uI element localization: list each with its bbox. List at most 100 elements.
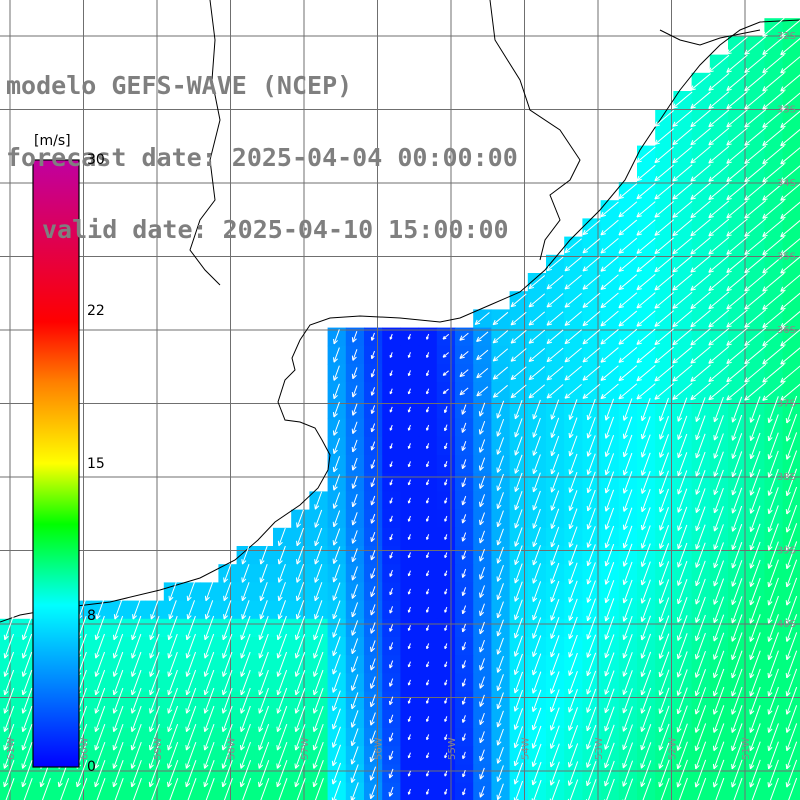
wind-arrow xyxy=(528,275,546,290)
wind-arrow xyxy=(690,146,711,164)
wind-arrow xyxy=(167,651,178,677)
wind-arrow xyxy=(604,760,615,787)
wind-arrow xyxy=(550,435,560,457)
wind-arrow xyxy=(112,669,124,696)
wind-arrow xyxy=(150,600,159,620)
wind-arrow xyxy=(733,777,743,800)
wind-arrow xyxy=(479,767,485,780)
wind-arrow xyxy=(407,625,411,631)
coastline-path xyxy=(0,19,800,623)
wind-arrow xyxy=(744,345,767,365)
wind-arrow xyxy=(496,601,504,619)
wind-arrow xyxy=(3,651,15,677)
wind-arrow xyxy=(351,602,359,618)
wind-arrow xyxy=(767,505,779,533)
wind-arrow xyxy=(369,784,377,800)
wind-arrow xyxy=(604,489,615,512)
wind-arrow xyxy=(351,566,358,581)
wind-arrow xyxy=(407,661,411,668)
colorbar-scale xyxy=(32,159,80,768)
wind-arrow xyxy=(514,454,523,474)
wind-arrow xyxy=(780,37,800,56)
wind-arrow xyxy=(332,582,341,601)
wind-arrow xyxy=(461,587,467,597)
wind-arrow xyxy=(582,274,601,290)
wind-arrow xyxy=(726,200,748,219)
latitude-label: 33S xyxy=(777,105,796,116)
wind-arrow xyxy=(586,616,597,640)
wind-arrow xyxy=(654,237,675,255)
wind-arrow xyxy=(258,687,269,714)
wind-arrow xyxy=(112,705,124,733)
wind-arrow xyxy=(112,741,124,769)
wind-arrow xyxy=(388,732,394,742)
wind-arrow xyxy=(690,273,711,291)
latitude-label: 37S xyxy=(777,399,796,410)
wind-arrow xyxy=(636,328,656,345)
wind-arrow xyxy=(333,329,340,345)
wind-arrow xyxy=(513,653,523,676)
wind-arrow xyxy=(672,91,693,109)
wind-arrow xyxy=(744,200,767,219)
wind-arrow xyxy=(425,752,430,759)
wind-arrow xyxy=(370,640,376,653)
wind-arrow xyxy=(600,383,619,400)
wind-arrow xyxy=(277,582,286,602)
wind-arrow xyxy=(130,687,142,714)
wind-arrow xyxy=(749,595,761,624)
wind-arrow xyxy=(461,514,467,524)
wind-arrow xyxy=(3,759,15,788)
wind-arrow xyxy=(640,742,652,769)
wind-arrow xyxy=(444,643,448,650)
wind-arrow xyxy=(496,728,504,746)
wind-arrow xyxy=(514,581,523,602)
wind-arrow xyxy=(568,634,578,658)
wind-arrow xyxy=(785,559,798,588)
wind-arrow xyxy=(332,618,341,638)
wind-arrow xyxy=(749,541,761,569)
wind-arrow xyxy=(94,723,106,751)
wind-arrow xyxy=(479,731,485,744)
wind-arrow xyxy=(276,741,288,769)
wind-arrow xyxy=(510,384,527,399)
wind-arrow xyxy=(550,544,560,566)
wind-arrow xyxy=(640,651,652,677)
wind-arrow xyxy=(388,786,394,797)
wind-arrow xyxy=(148,741,160,769)
wind-arrow xyxy=(618,292,638,309)
wind-arrow xyxy=(258,633,269,659)
wind-arrow xyxy=(461,733,466,741)
wind-arrow xyxy=(564,329,582,345)
wind-arrow xyxy=(640,525,651,549)
wind-arrow xyxy=(672,200,693,218)
wind-arrow xyxy=(658,705,670,733)
wind-arrow xyxy=(622,742,634,769)
wind-arrow xyxy=(444,716,448,722)
wind-arrow xyxy=(785,505,798,533)
longitude-label: 55W xyxy=(447,737,458,760)
wind-arrow xyxy=(785,541,798,570)
wind-arrow xyxy=(654,146,675,164)
wind-arrow xyxy=(622,471,633,494)
wind-arrow xyxy=(695,578,706,605)
wind-arrow xyxy=(567,761,579,786)
wind-arrow xyxy=(690,291,711,310)
wind-arrow xyxy=(496,747,504,764)
wind-arrow xyxy=(731,451,743,478)
wind-arrow xyxy=(187,777,197,800)
colorbar-tick-8: 8 xyxy=(87,608,96,624)
wind-arrow xyxy=(785,450,798,478)
wind-arrow xyxy=(221,741,233,769)
wind-arrow xyxy=(370,568,376,579)
wind-arrow xyxy=(312,705,324,733)
wind-arrow xyxy=(658,543,670,568)
wind-arrow xyxy=(514,490,523,511)
wind-arrow xyxy=(550,635,560,658)
wind-arrow xyxy=(223,600,232,620)
wind-arrow xyxy=(568,652,578,676)
wind-arrow xyxy=(550,562,560,584)
wind-arrow xyxy=(731,596,743,624)
wind-arrow xyxy=(785,686,798,715)
wind-arrow xyxy=(351,584,358,599)
wind-arrow xyxy=(731,723,743,752)
